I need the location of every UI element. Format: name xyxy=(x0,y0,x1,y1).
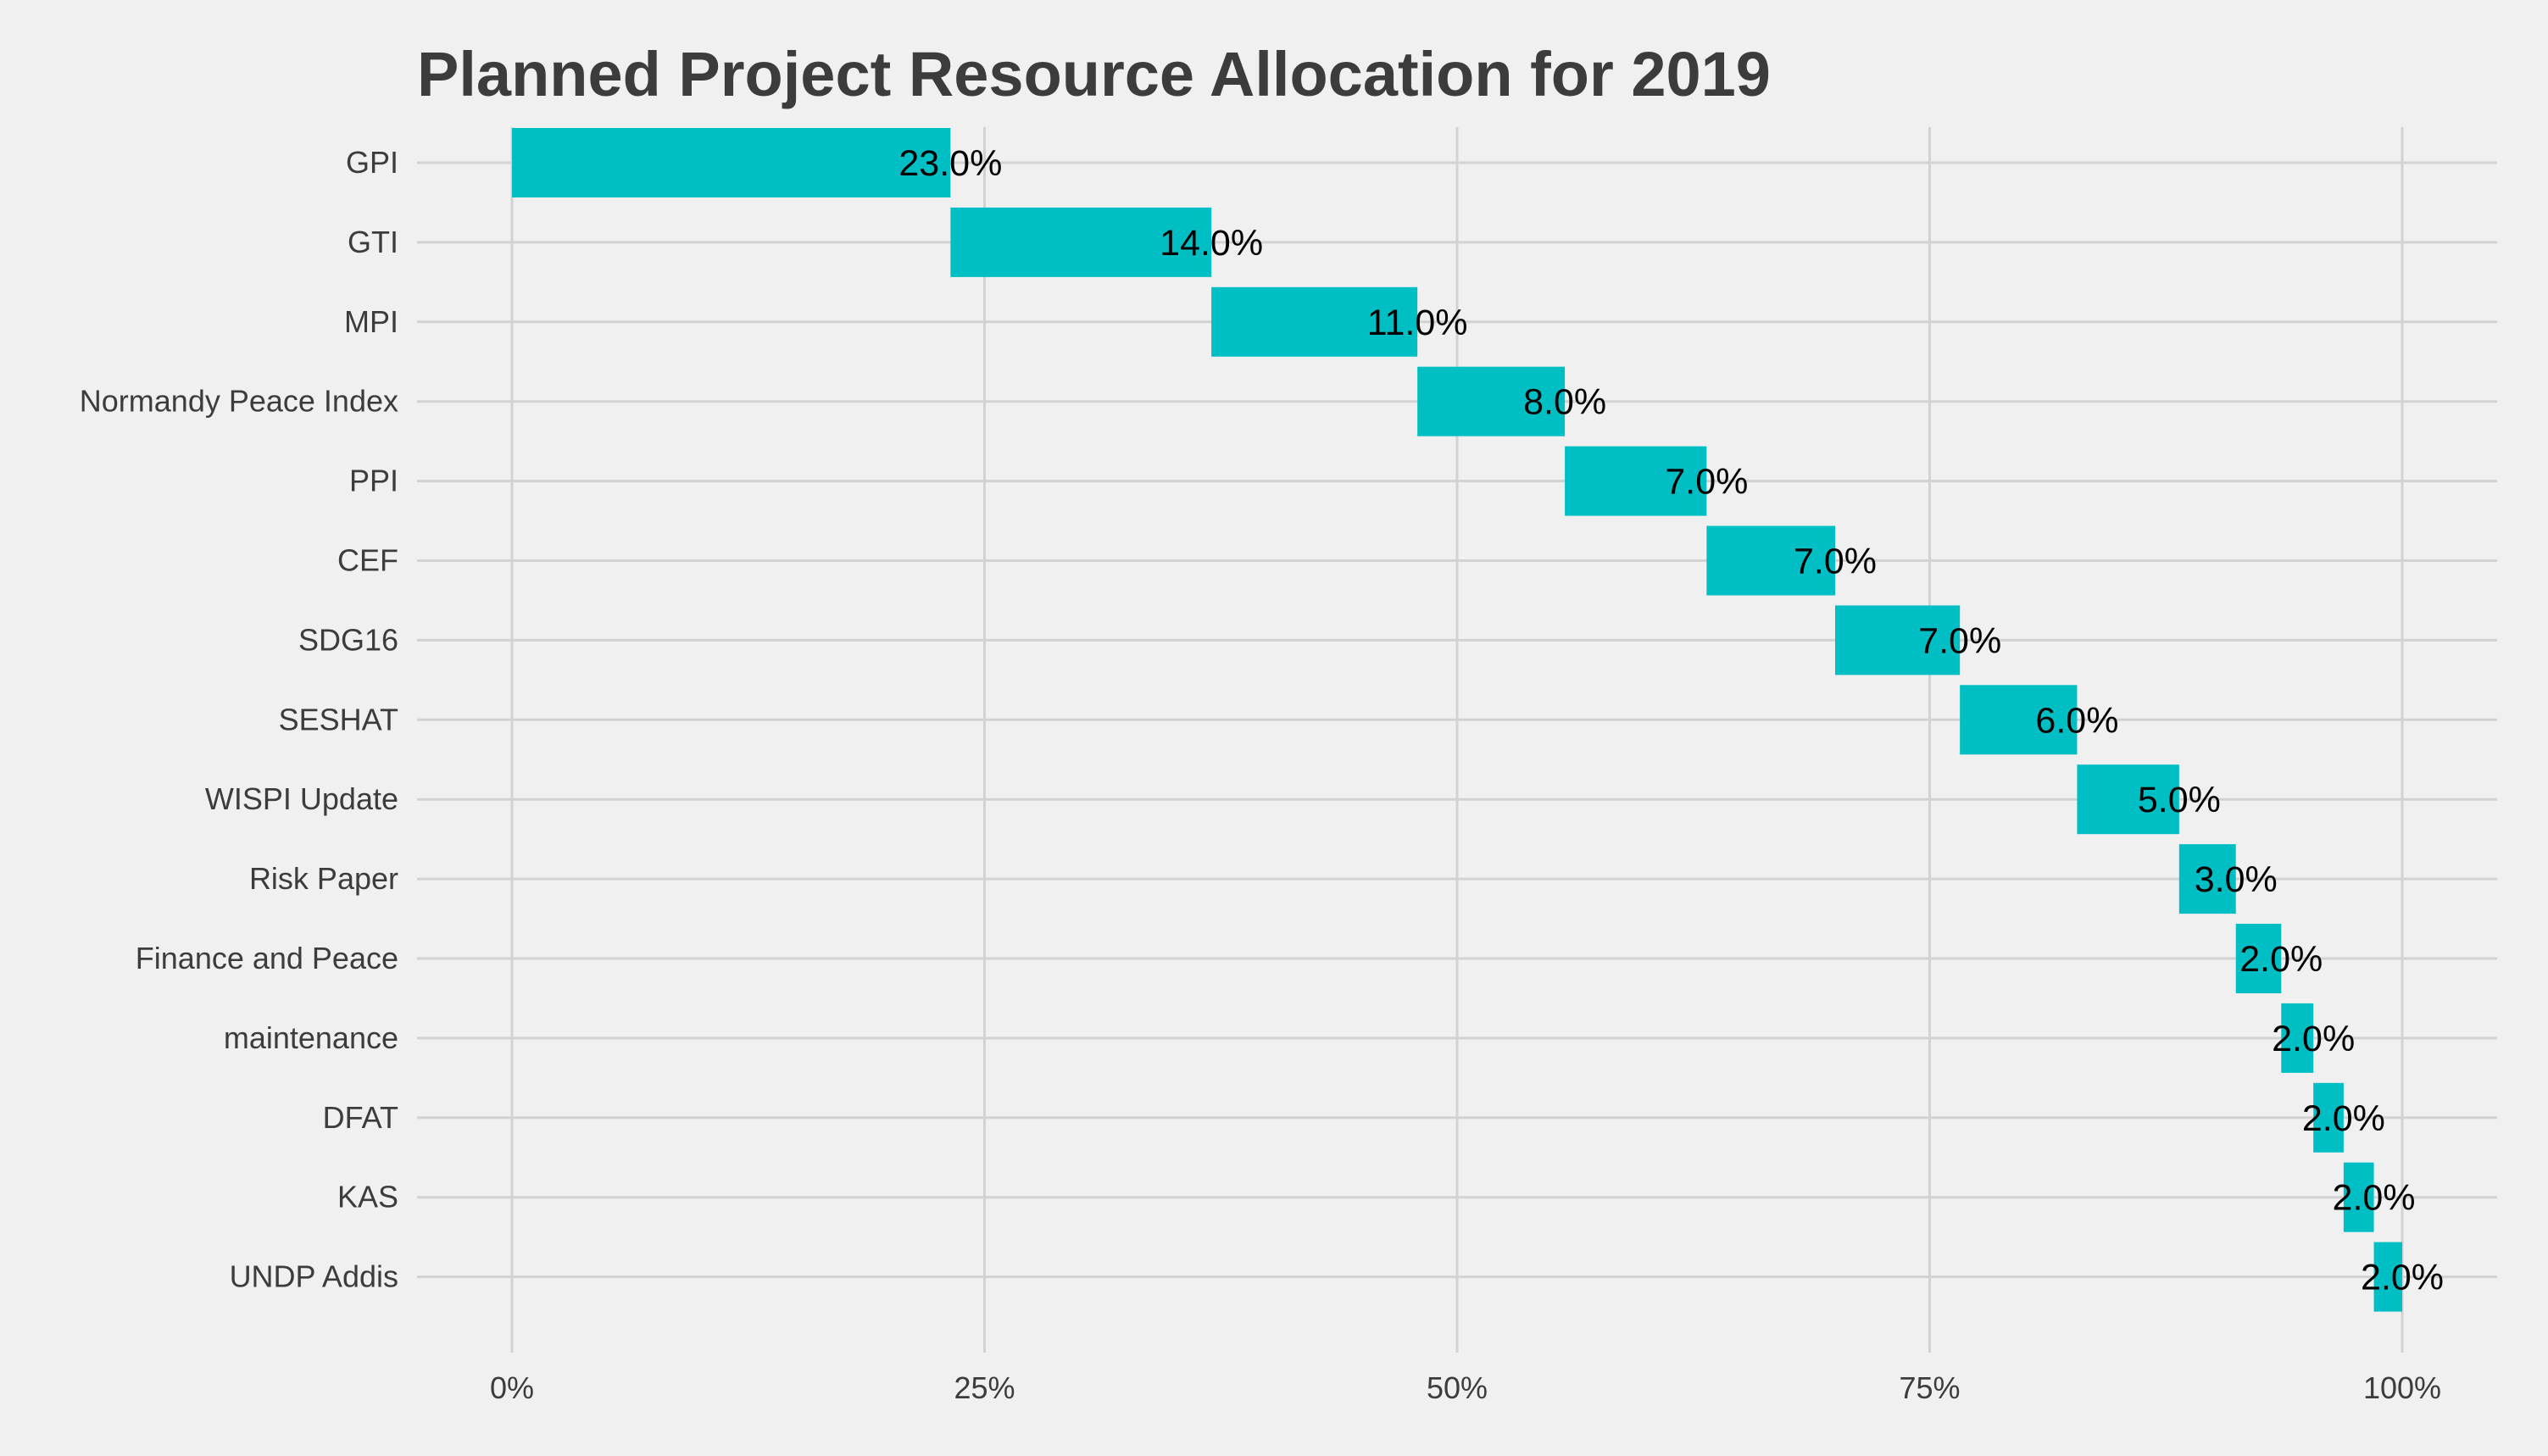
category-label: GPI xyxy=(346,145,398,180)
data-label: 7.0% xyxy=(1794,542,1877,582)
data-label: 23.0% xyxy=(898,143,1002,184)
category-label: KAS xyxy=(337,1180,398,1214)
data-label: 2.0% xyxy=(2333,1178,2416,1219)
category-label: MPI xyxy=(344,304,398,339)
bar-layer xyxy=(512,128,2402,1312)
data-label: 14.0% xyxy=(1160,223,1263,264)
bar xyxy=(1565,446,1707,516)
bar xyxy=(2373,1242,2402,1312)
category-label: PPI xyxy=(349,464,398,498)
x-tick-label: 25% xyxy=(954,1370,1015,1405)
category-label: Finance and Peace xyxy=(136,941,398,975)
category-label: CEF xyxy=(337,543,398,578)
bar xyxy=(950,207,1212,277)
category-label: UNDP Addis xyxy=(230,1259,398,1294)
data-label: 7.0% xyxy=(1918,620,2001,661)
data-label: 2.0% xyxy=(2239,939,2323,980)
label-layer: 23.0% 14.0% 11.0% 8.0% 7.0% 7.0% 7.0% 6.0% 5.0% 3… xyxy=(898,143,2444,1298)
data-label: 6.0% xyxy=(2035,700,2118,741)
category-label: Risk Paper xyxy=(249,861,398,896)
bar xyxy=(1417,366,1566,436)
data-label: 5.0% xyxy=(2138,780,2221,820)
bar xyxy=(2178,844,2236,914)
bar xyxy=(2077,764,2179,835)
bar xyxy=(512,128,951,197)
bar xyxy=(1706,525,1835,596)
category-label: WISPI Update xyxy=(205,781,398,816)
bar xyxy=(2235,924,2282,993)
data-label: 11.0% xyxy=(1367,303,1468,343)
bar xyxy=(2343,1162,2374,1232)
category-label: SDG16 xyxy=(298,622,398,657)
data-label: 2.0% xyxy=(2361,1258,2444,1298)
category-label: maintenance xyxy=(224,1020,398,1055)
x-tick-label: 50% xyxy=(1427,1370,1488,1405)
category-label: DFAT xyxy=(323,1100,398,1135)
x-tick-label: 100% xyxy=(2363,1370,2441,1405)
category-label: GTI xyxy=(348,225,398,259)
bar xyxy=(1211,286,1418,357)
category-label: Normandy Peace Index xyxy=(80,384,398,419)
x-tick-label: 75% xyxy=(1899,1370,1960,1405)
bar xyxy=(1835,605,1961,675)
bar xyxy=(2313,1082,2344,1153)
data-label: 2.0% xyxy=(2272,1019,2355,1059)
data-label: 8.0% xyxy=(1523,382,1606,423)
data-label: 7.0% xyxy=(1665,462,1748,503)
bar xyxy=(1960,685,2078,755)
data-label: 3.0% xyxy=(2195,859,2278,900)
x-tick-label: 0% xyxy=(490,1370,534,1405)
axis-layer: 0% 25% 50% 75% 100% GPI GTI MPI Normandy Peace I… xyxy=(80,145,2441,1405)
bar xyxy=(2281,1003,2314,1073)
category-label: SESHAT xyxy=(279,702,398,736)
data-label: 2.0% xyxy=(2302,1098,2385,1139)
chart-title: Planned Project Resource Allocation for … xyxy=(417,39,1771,109)
